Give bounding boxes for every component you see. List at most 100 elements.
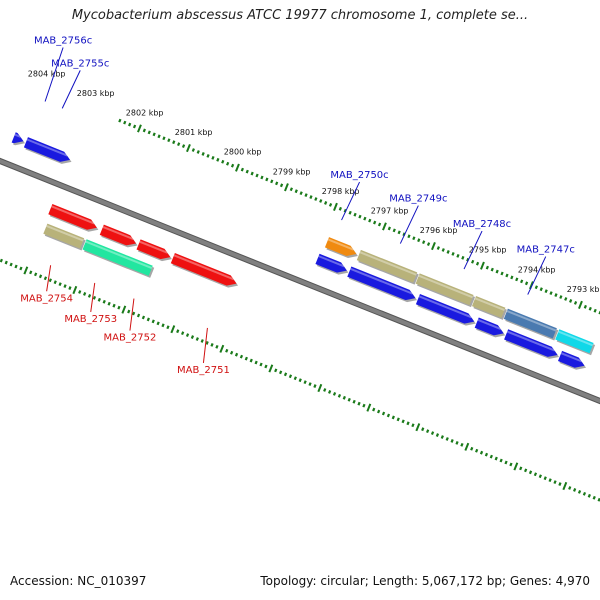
inner-ring-minor-tick <box>342 395 346 400</box>
gene-mab-2749c[interactable] <box>356 249 419 285</box>
inner-ring-minor-tick <box>401 419 405 424</box>
outer-ring-minor-tick <box>520 279 524 284</box>
outer-ring-minor-tick <box>162 136 166 141</box>
outer-ring-minor-tick <box>377 222 382 227</box>
outer-ring-minor-tick <box>319 199 323 203</box>
label-leader-line <box>61 70 81 109</box>
inner-ring-minor-tick <box>455 441 459 445</box>
gene-red-r1-b[interactable] <box>99 224 138 248</box>
inner-ring-minor-tick <box>53 280 57 285</box>
outer-ring-minor-tick <box>343 208 347 213</box>
outer-ring-minor-tick <box>441 248 445 252</box>
gene-label[interactable]: MAB_2751 <box>177 365 230 376</box>
gene-label[interactable]: MAB_2752 <box>104 333 157 344</box>
inner-ring-minor-tick <box>328 390 332 394</box>
gene-red-r1-c[interactable] <box>136 239 172 262</box>
inner-ring-minor-tick <box>426 429 430 434</box>
gene-label[interactable]: MAB_2749c <box>389 194 447 205</box>
gene-label[interactable]: MAB_2750c <box>330 170 388 181</box>
outer-ring-major-tick <box>137 124 142 133</box>
inner-ring-minor-tick <box>92 295 97 300</box>
outer-ring-minor-tick <box>461 255 465 260</box>
tick-label: 2799 kbp <box>273 167 311 176</box>
gene-body <box>136 239 171 260</box>
tick-label: 2797 kbp <box>371 206 409 215</box>
gene-highlight <box>85 240 153 269</box>
outer-ring-minor-tick <box>510 275 514 280</box>
gene-body <box>415 293 475 324</box>
gene-body <box>315 253 347 273</box>
inner-ring-minor-tick <box>445 437 449 441</box>
inner-ring-minor-tick <box>323 388 327 392</box>
outer-ring-minor-tick <box>279 183 284 188</box>
inner-ring-minor-tick <box>239 354 244 359</box>
gene-mab-2754[interactable] <box>43 223 86 251</box>
outer-ring-major-tick <box>333 202 338 211</box>
outer-ring-minor-tick <box>260 175 264 180</box>
gene-mab-2751[interactable] <box>170 253 239 288</box>
outer-ring-minor-tick <box>544 289 548 294</box>
inner-ring-minor-tick <box>288 374 293 379</box>
outer-ring-minor-tick <box>147 130 151 135</box>
gene-mab-2755c[interactable] <box>23 137 72 164</box>
gene-blue-f1-c[interactable] <box>415 293 476 326</box>
gene-blue-f1-d[interactable] <box>474 317 506 338</box>
gene-body <box>555 329 594 354</box>
gene-red-r1-a[interactable] <box>48 204 99 232</box>
gene-mab-2756c[interactable] <box>11 132 25 146</box>
inner-ring-minor-tick <box>230 350 234 355</box>
gene-highlight <box>506 310 557 332</box>
inner-ring-minor-tick <box>14 264 18 269</box>
inner-ring-major-tick <box>366 403 372 412</box>
gene-blue-f1-f[interactable] <box>557 350 587 370</box>
outer-ring-minor-tick <box>142 128 146 133</box>
inner-ring-minor-tick <box>38 274 43 279</box>
inner-ring-major-tick <box>464 442 470 451</box>
inner-ring-major-tick <box>317 383 323 393</box>
gene-mab-2752[interactable] <box>82 239 155 278</box>
outer-ring-minor-tick <box>230 163 235 168</box>
inner-ring-minor-tick <box>357 401 361 406</box>
outer-ring-minor-tick <box>417 238 421 243</box>
inner-ring-minor-tick <box>127 309 131 314</box>
gene-label[interactable]: MAB_2754 <box>20 293 73 304</box>
inner-ring-major-tick <box>415 423 421 432</box>
inner-ring-minor-tick <box>78 290 82 294</box>
outer-ring-minor-tick <box>588 306 592 311</box>
inner-ring-minor-tick <box>161 323 165 328</box>
outer-ring-minor-tick <box>201 152 205 156</box>
inner-ring-minor-tick <box>509 462 513 467</box>
gene-label[interactable]: MAB_2756c <box>34 35 92 46</box>
gene-label[interactable]: MAB_2748c <box>453 219 511 230</box>
gene-highlight <box>318 255 345 268</box>
gene-highlight <box>350 267 414 295</box>
gene-mab-2750c[interactable] <box>324 237 358 258</box>
inner-ring-minor-tick <box>210 343 214 347</box>
tick-label: 2798 kbp <box>322 187 360 196</box>
gene-blue-f1-b[interactable] <box>347 266 417 303</box>
label-leader-line <box>90 282 96 312</box>
gene-label[interactable]: MAB_2755c <box>51 58 109 69</box>
inner-ring-minor-tick <box>313 384 317 388</box>
gene-steelblue[interactable] <box>503 308 559 341</box>
gene-label[interactable]: MAB_2753 <box>64 314 117 325</box>
inner-ring-minor-tick <box>528 470 533 475</box>
inner-ring-minor-tick <box>519 466 523 471</box>
label-leader-line <box>202 327 208 364</box>
gene-mab-2747c[interactable] <box>471 295 507 320</box>
outer-ring-minor-tick <box>407 234 411 239</box>
gene-cyan[interactable] <box>555 329 596 356</box>
outer-ring-minor-tick <box>221 159 225 164</box>
gene-highlight <box>558 330 594 347</box>
gene-mab-2748c[interactable] <box>415 273 476 308</box>
gene-blue-f1-a[interactable] <box>315 253 349 275</box>
inner-ring-minor-tick <box>568 486 572 490</box>
gene-body <box>347 266 416 301</box>
gene-highlight <box>560 352 583 363</box>
inner-ring-minor-tick <box>83 292 87 296</box>
gene-layer[interactable] <box>0 112 596 370</box>
gene-highlight <box>139 240 168 254</box>
gene-blue-f1-e[interactable] <box>504 329 560 359</box>
gene-label[interactable]: MAB_2747c <box>517 245 575 256</box>
